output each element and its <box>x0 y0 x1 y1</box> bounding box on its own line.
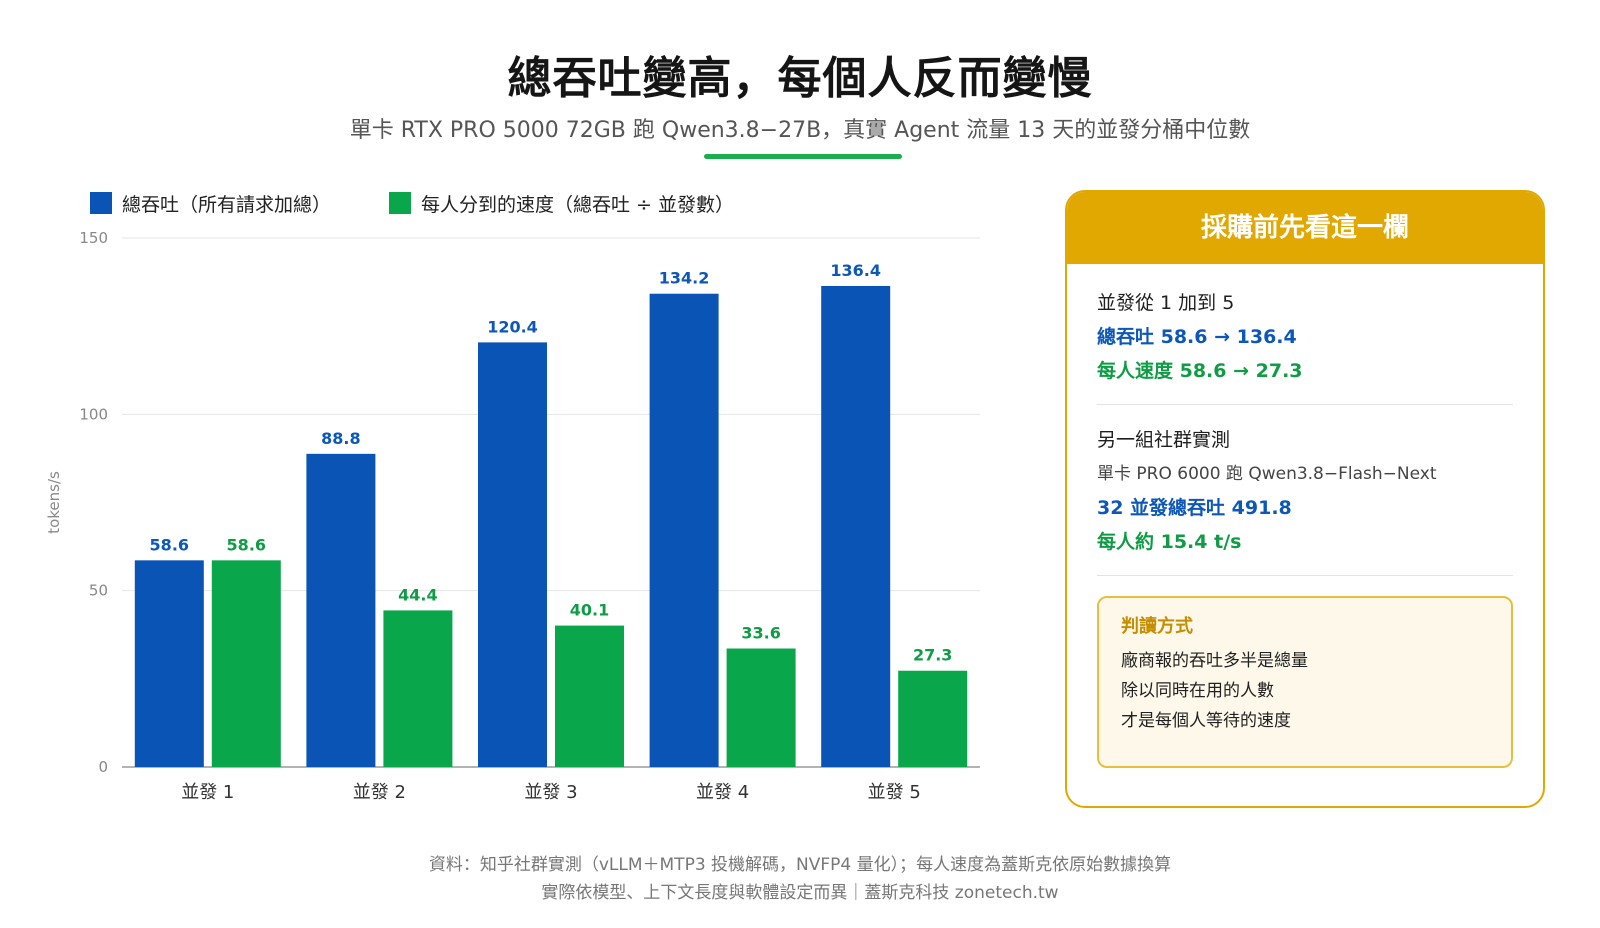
panel-divider-2 <box>1097 575 1513 576</box>
x-tick-label: 並發 3 <box>524 782 577 803</box>
bar-per-user <box>555 625 624 767</box>
y-tick-label: 50 <box>89 582 108 600</box>
data-label: 88.8 <box>321 429 360 448</box>
legend-label-total: 總吞吐（所有請求加總） <box>122 193 332 216</box>
note-line-1: 廠商報的吞吐多半是總量 <box>1121 651 1308 671</box>
footer-source: 資料：知乎社群實測（vLLM＋MTP3 投機解碼，NVFP4 量化）；每人速度為… <box>428 855 1172 875</box>
data-label: 33.6 <box>741 624 780 643</box>
x-tick-label: 並發 2 <box>353 782 406 803</box>
y-tick-label: 0 <box>98 758 108 776</box>
x-tick-label: 並發 4 <box>696 782 749 803</box>
bar-per-user <box>898 670 968 767</box>
panel-title: 採購前先看這一欄 <box>1067 192 1543 264</box>
chart-legend: 總吞吐（所有請求加總） 每人分到的速度（總吞吐 ÷ 並發數） <box>90 190 792 216</box>
y-tick-label: 100 <box>79 405 108 423</box>
bar-per-user <box>211 560 281 767</box>
bar-total <box>649 293 719 767</box>
data-label: 58.6 <box>150 535 189 554</box>
title-accent-rule <box>704 154 902 159</box>
legend-swatch-total <box>90 192 112 214</box>
footer-disclaimer: 實際依模型、上下文長度與軟體設定而異｜蓋斯克科技 zonetech.tw <box>541 883 1059 903</box>
note-title: 判讀方式 <box>1121 616 1193 637</box>
data-label: 58.6 <box>227 535 266 554</box>
data-label: 120.4 <box>487 317 538 336</box>
panel-s1-per-user: 每人速度 58.6 → 27.3 <box>1097 360 1303 382</box>
data-label: 136.4 <box>830 261 881 280</box>
bar-per-user <box>383 610 453 767</box>
panel-s2-per-user: 每人約 15.4 t/s <box>1097 531 1242 553</box>
panel-s2-total: 32 並發總吞吐 491.8 <box>1097 497 1292 519</box>
legend-item-per-user: 每人分到的速度（總吞吐 ÷ 並發數） <box>389 190 734 217</box>
panel-s1-total: 總吞吐 58.6 → 136.4 <box>1097 326 1297 348</box>
data-label: 134.2 <box>659 269 710 288</box>
data-label: 40.1 <box>570 601 609 620</box>
page-title: 總吞吐變高，每個人反而變慢 <box>507 53 1093 104</box>
bar-total <box>134 560 204 767</box>
bar-total <box>821 285 891 767</box>
legend-label-per-user: 每人分到的速度（總吞吐 ÷ 並發數） <box>421 193 735 216</box>
panel-s2-setup: 單卡 PRO 6000 跑 Qwen3.8−Flash−Next <box>1097 464 1437 484</box>
y-axis-label: tokens/s <box>45 471 63 534</box>
note-line-3: 才是每個人等待的速度 <box>1121 711 1291 731</box>
legend-swatch-per-user <box>389 192 412 214</box>
note-line-2: 除以同時在用的人數 <box>1121 681 1274 701</box>
bar-total <box>306 453 376 767</box>
takeaway-panel: 採購前先看這一欄 並發從 1 加到 5 總吞吐 58.6 → 136.4 每人速… <box>1065 190 1545 808</box>
y-tick-label: 150 <box>79 229 108 247</box>
x-tick-label: 並發 5 <box>868 782 921 803</box>
bar-total <box>478 342 547 767</box>
panel-s1-heading: 並發從 1 加到 5 <box>1097 292 1235 314</box>
interpretation-note: 判讀方式 廠商報的吞吐多半是總量 除以同時在用的人數 才是每個人等待的速度 <box>1097 596 1513 768</box>
bar-chart: 0 50 100 150 tokens/s 58.6 58.6 並發 1 88.8 44.4 並發 … <box>45 229 980 803</box>
panel-s2-heading: 另一組社群實測 <box>1097 429 1231 451</box>
data-label: 44.4 <box>398 585 437 604</box>
x-tick-label: 並發 1 <box>181 782 234 803</box>
bar-per-user <box>726 648 796 767</box>
panel-body: 並發從 1 加到 5 總吞吐 58.6 → 136.4 每人速度 58.6 → … <box>1067 264 1543 768</box>
page-subtitle: 單卡 RTX PRO 5000 72GB 跑 Qwen3.8−27B，真實 Ag… <box>349 118 1251 143</box>
legend-item-total: 總吞吐（所有請求加總） <box>90 190 331 217</box>
panel-divider-1 <box>1097 404 1513 405</box>
data-label: 27.3 <box>913 646 952 665</box>
